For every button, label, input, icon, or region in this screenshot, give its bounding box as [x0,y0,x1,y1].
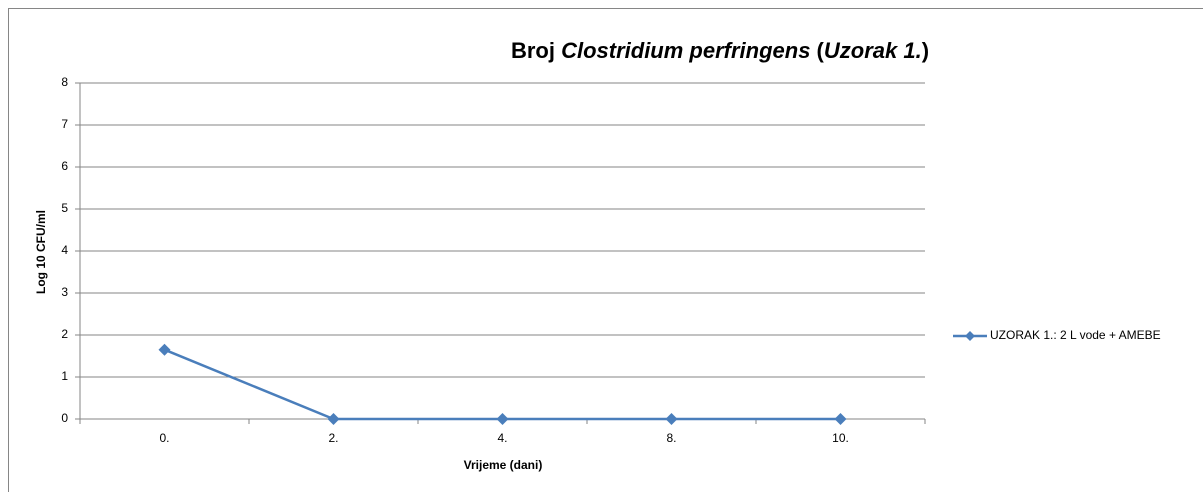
data-point [327,413,340,425]
data-point [496,413,509,425]
chart-border [8,8,1203,492]
title-part: Uzorak 1. [824,38,922,63]
x-tick-label: 8. [666,431,676,445]
legend-label: UZORAK 1.: 2 L vode + AMEBE [990,328,1161,342]
x-tick-label: 4. [497,431,507,445]
title-part: ( [810,38,824,63]
legend-marker [965,331,975,341]
y-tick-label: 8 [61,75,68,89]
x-tick-label: 2. [328,431,338,445]
y-tick-label: 2 [61,327,68,341]
y-tick-label: 1 [61,369,68,383]
y-tick-label: 5 [61,201,68,215]
data-point [834,413,847,425]
y-tick-label: 6 [61,159,68,173]
x-tick-label: 0. [159,431,169,445]
y-tick-label: 3 [61,285,68,299]
y-tick-label: 4 [61,243,68,257]
y-tick-label: 0 [61,411,68,425]
chart-title: Broj Clostridium perfringens (Uzorak 1.) [511,38,929,63]
x-axis-label: Vrijeme (dani) [464,458,543,472]
title-part: Clostridium perfringens [561,38,810,63]
title-part: ) [922,38,929,63]
y-tick-label: 7 [61,117,68,131]
y-axis-label: Log 10 CFU/ml [34,210,48,294]
data-point [158,343,171,356]
title-part: Broj [511,38,561,63]
x-tick-label: 10. [832,431,849,445]
data-point [665,413,678,425]
